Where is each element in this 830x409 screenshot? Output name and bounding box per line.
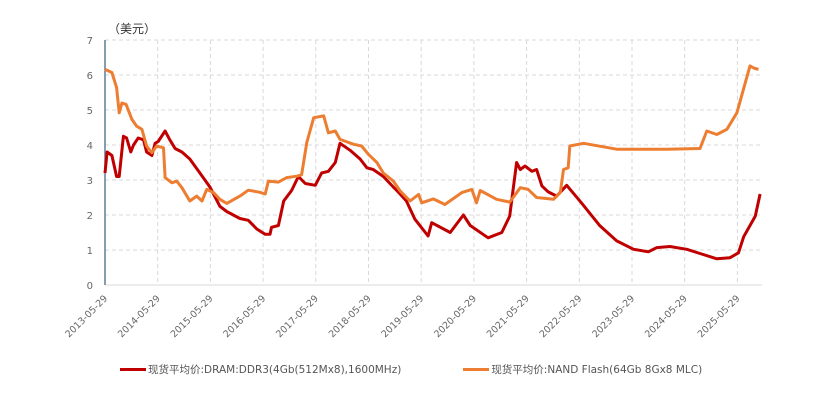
y-tick-label: 6	[87, 71, 93, 82]
legend-label-dram: 现货平均价:DRAM:DDR3(4Gb(512Mx8),1600MHz)	[148, 364, 402, 376]
x-tick-label: 2014-05-29	[116, 293, 163, 340]
y-tick-label: 2	[87, 211, 93, 222]
x-tick-label: 2020-05-29	[432, 293, 479, 340]
x-tick-label: 2017-05-29	[274, 293, 321, 340]
y-axis-unit-label: （美元）	[108, 22, 156, 36]
y-tick-label: 7	[87, 36, 93, 47]
x-tick-label: 2016-05-29	[221, 293, 268, 340]
y-tick-label: 3	[87, 176, 93, 187]
legend-swatch-dram	[120, 368, 146, 371]
y-tick-label: 0	[87, 281, 93, 292]
x-tick-label: 2022-05-29	[538, 293, 585, 340]
x-tick-label: 2021-05-29	[485, 293, 532, 340]
x-tick-label: 2013-05-29	[63, 293, 110, 340]
legend: 现货平均价:DRAM:DDR3(4Gb(512Mx8),1600MHz) 现货平…	[120, 362, 702, 377]
x-tick-label: 2018-05-29	[327, 293, 374, 340]
series-line-nand	[104, 64, 759, 206]
x-tick-label: 2023-05-29	[590, 293, 637, 340]
x-tick-label: 2024-05-29	[643, 293, 690, 340]
x-tick-label: 2025-05-29	[696, 293, 743, 340]
y-tick-label: 1	[87, 246, 93, 257]
legend-swatch-nand	[463, 368, 490, 371]
legend-label-nand: 现货平均价:NAND Flash(64Gb 8Gx8 MLC)	[491, 364, 703, 376]
x-tick-label: 2015-05-29	[169, 293, 216, 340]
y-tick-label: 4	[87, 141, 93, 152]
x-tick-label: 2019-05-29	[379, 293, 426, 340]
legend-item-nand: 现货平均价:NAND Flash(64Gb 8Gx8 MLC)	[463, 362, 702, 377]
series-line-dram	[103, 129, 762, 261]
legend-item-dram: 现货平均价:DRAM:DDR3(4Gb(512Mx8),1600MHz)	[120, 362, 401, 377]
y-tick-label: 5	[87, 106, 93, 117]
